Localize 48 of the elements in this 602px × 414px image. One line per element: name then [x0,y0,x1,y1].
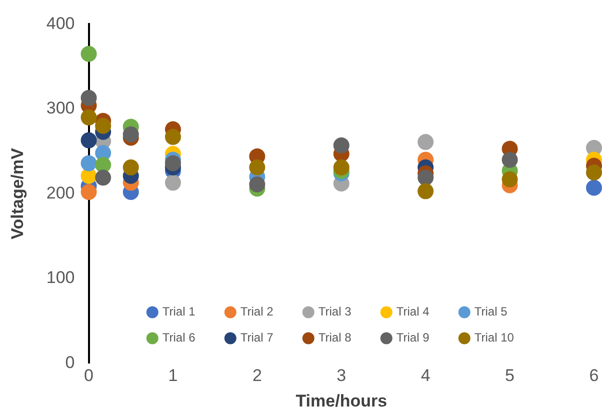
y-tick-label: 0 [65,352,75,372]
point [80,109,97,126]
x-tick-label: 5 [505,366,515,386]
point [164,155,181,172]
x-tick-label: 2 [252,366,262,386]
point [80,90,97,106]
x-tick-label: 4 [420,366,430,386]
legend-label: Trial 2 [240,304,274,319]
legend-label: Trial 9 [396,330,430,345]
legend-label: Trial 10 [474,330,514,345]
point [418,170,434,186]
legend-label: Trial 6 [162,330,196,345]
y-tick-label: 100 [46,268,75,288]
legend-label: Trial 4 [396,304,430,319]
legend-label: Trial 7 [240,330,274,345]
x-tick-label: 3 [336,366,346,386]
point [586,164,602,181]
x-tick-label: 1 [168,366,178,386]
point [122,159,139,176]
point [80,184,97,200]
point [80,132,97,148]
x-axis-title: Time/hours [296,391,388,410]
point [586,180,602,196]
point [333,159,350,176]
point [249,176,266,192]
point [80,46,97,62]
point [502,171,518,188]
point [95,170,112,186]
legend-label: Trial 8 [318,330,352,345]
point [164,174,181,191]
point [122,126,139,142]
point [249,159,266,176]
y-tick-label: 300 [46,98,75,118]
legend-label: Trial 5 [474,304,508,319]
point [418,183,434,200]
legend-label: Trial 3 [318,304,352,319]
legend-label: Trial 1 [162,304,196,319]
point [80,155,97,172]
point [333,137,350,154]
x-tick-label: 6 [589,366,599,386]
point [502,152,518,168]
y-tick-label: 200 [46,183,75,202]
point [418,134,434,150]
y-axis-title: Voltage/mV [8,147,27,240]
x-tick-label: 0 [84,366,94,386]
point [95,118,112,134]
point [164,128,181,145]
y-tick-label: 400 [46,14,75,33]
